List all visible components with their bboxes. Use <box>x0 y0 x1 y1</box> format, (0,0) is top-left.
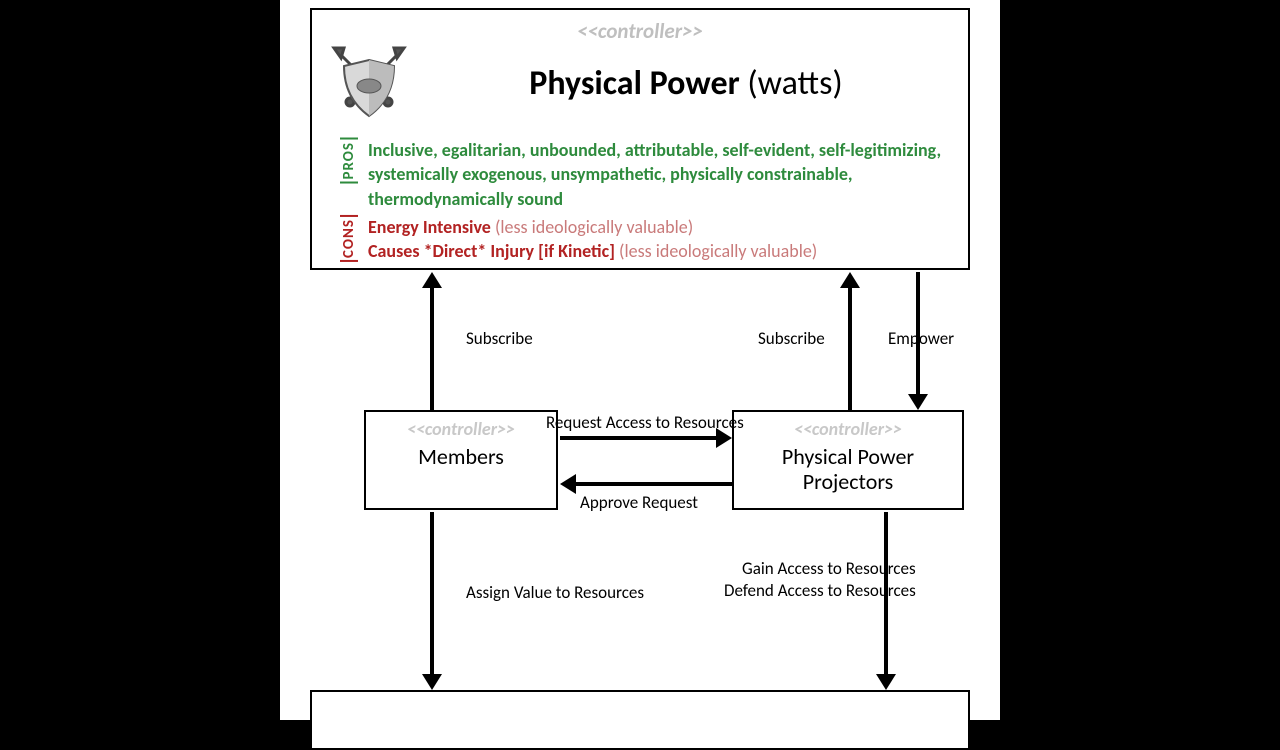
cons-label: CONS <box>340 215 358 262</box>
arrow-gaindefend-head <box>876 674 896 690</box>
pros-text: Inclusive, egalitarian, unbounded, attri… <box>368 138 948 211</box>
pros-row: PROS Inclusive, egalitarian, unbounded, … <box>340 138 948 211</box>
cons-0-weak: (less ideologically valuable) <box>491 216 693 238</box>
label-gain: Gain Access to Resources <box>742 558 916 579</box>
cons-0-strong: Energy Intensive <box>368 216 491 238</box>
title-row: Physical Power (watts) <box>326 44 954 124</box>
cons-block: Energy Intensive (less ideologically val… <box>368 215 948 264</box>
label-approve: Approve Request <box>580 492 698 513</box>
top-stereotype: <<controller>> <box>326 18 954 44</box>
pros-label: PROS <box>340 138 358 184</box>
label-request: Request Access to Resources <box>546 412 744 433</box>
cons-1-weak: (less ideologically valuable) <box>615 240 817 262</box>
cons-row: CONS Energy Intensive (less ideologicall… <box>340 215 948 264</box>
arrow-assign-head <box>422 674 442 690</box>
ppp-name: Physical Power Projectors <box>744 444 952 495</box>
arrow-approve-head <box>560 474 576 494</box>
arrow-subscribe1-line <box>430 286 434 410</box>
cons-line-0: Energy Intensive (less ideologically val… <box>368 215 948 239</box>
arrow-request-line <box>560 436 718 440</box>
shield-swords-icon <box>326 44 412 124</box>
label-empower: Empower <box>888 328 954 349</box>
top-title: Physical Power (watts) <box>418 63 954 104</box>
arrow-empower-head <box>908 394 928 410</box>
arrow-subscribe2-line <box>848 286 852 410</box>
arrow-subscribe1-head <box>422 272 442 288</box>
diagram-canvas: <<controller>> Physical Power (watts) <box>280 0 1000 720</box>
title-unit: (watts) <box>740 63 843 104</box>
label-subscribe2: Subscribe <box>758 328 825 349</box>
title-main: Physical Power <box>529 63 739 104</box>
members-stereotype: <<controller>> <box>376 418 546 440</box>
ppp-box: <<controller>> Physical Power Projectors <box>732 410 964 510</box>
members-box: <<controller>> Members <box>364 410 558 510</box>
bottom-box <box>310 690 970 750</box>
members-name: Members <box>376 444 546 469</box>
arrow-assign-line <box>430 512 434 676</box>
arrow-approve-line <box>574 482 732 486</box>
cons-1-strong: Causes *Direct* Injury [if Kinetic] <box>368 240 615 262</box>
cons-line-1: Causes *Direct* Injury [if Kinetic] (les… <box>368 239 948 263</box>
label-defend: Defend Access to Resources <box>724 580 916 601</box>
physical-power-box: <<controller>> Physical Power (watts) <box>310 8 970 270</box>
ppp-stereotype: <<controller>> <box>744 418 952 440</box>
arrow-subscribe2-head <box>840 272 860 288</box>
label-assign: Assign Value to Resources <box>466 582 644 603</box>
label-subscribe1: Subscribe <box>466 328 533 349</box>
